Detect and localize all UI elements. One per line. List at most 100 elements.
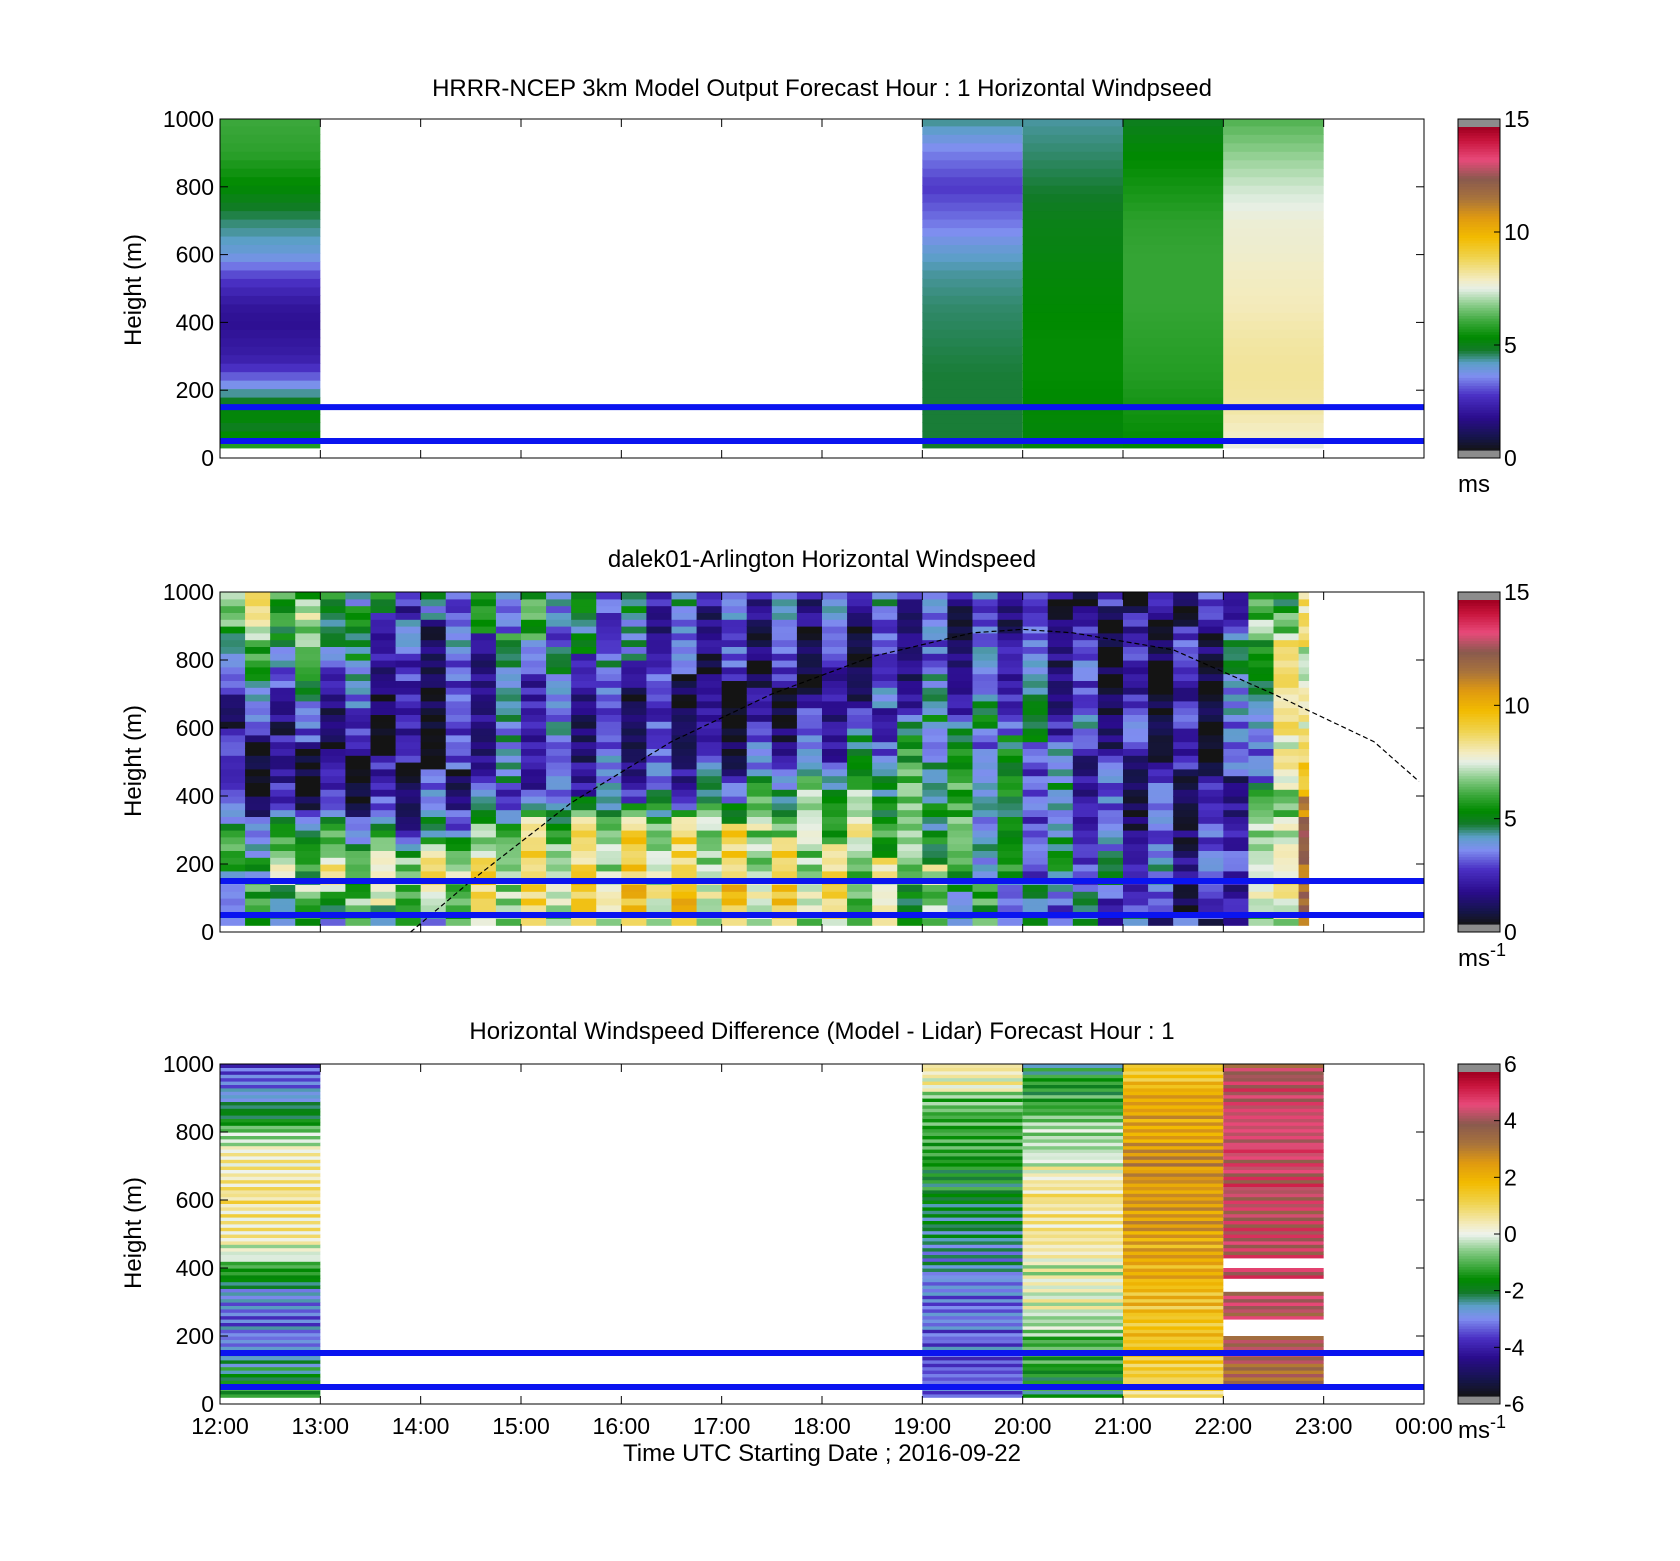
heatmap-cell (1022, 1132, 1123, 1136)
heatmap-cell (771, 857, 798, 865)
colorbar-segment (1458, 1163, 1500, 1168)
heatmap-cell (370, 857, 397, 865)
heatmap-cell (972, 598, 999, 607)
heatmap-cell (922, 1281, 1023, 1286)
heatmap-cell (395, 734, 422, 743)
heatmap-cell (546, 843, 572, 851)
heatmap-cell (1223, 1210, 1324, 1215)
heatmap-cell (1173, 891, 1199, 899)
heatmap-cell (1022, 666, 1049, 675)
heatmap-cell (220, 346, 321, 356)
colorbar-segment (1458, 191, 1500, 195)
heatmap-cell (1072, 741, 1099, 749)
heatmap-cell (721, 639, 748, 647)
colorbar-segment (1458, 1128, 1500, 1132)
heatmap-cell (521, 823, 547, 831)
heatmap-cell (1298, 700, 1310, 709)
heatmap-cell (395, 836, 422, 845)
heatmap-cell (796, 898, 823, 906)
heatmap-cell (972, 680, 999, 688)
heatmap-cell (596, 653, 622, 661)
heatmap-cell (1022, 1336, 1123, 1340)
heatmap-cell (1223, 1064, 1324, 1068)
heatmap-cell (897, 707, 923, 715)
heatmap-cell (872, 816, 898, 824)
heatmap-cell (1173, 768, 1199, 777)
heatmap-cell (1072, 850, 1099, 858)
heatmap-cell (696, 721, 723, 729)
colorbar-segment (1458, 710, 1500, 714)
heatmap-cell (270, 721, 296, 729)
heatmap-cell (395, 605, 422, 613)
heatmap-cell (1123, 1155, 1224, 1160)
heatmap-cell (445, 755, 472, 763)
heatmap-cell (546, 802, 572, 811)
heatmap-cell (1148, 673, 1174, 681)
heatmap-cell (822, 836, 848, 845)
heatmap-cell (220, 1359, 321, 1364)
heatmap-cell (1047, 694, 1074, 702)
heatmap-cell (270, 891, 296, 899)
heatmap-cell (1022, 1196, 1123, 1201)
colorbar-segment (1458, 320, 1500, 325)
heatmap-cell (771, 673, 798, 681)
heatmap-cell (621, 592, 647, 600)
colorbar-segment (1458, 767, 1500, 771)
heatmap-cell (922, 1376, 1023, 1381)
heatmap-cell (1123, 660, 1149, 668)
colorbar-segment (1458, 1312, 1500, 1316)
heatmap-cell (420, 694, 447, 702)
heatmap-cell (445, 619, 472, 627)
heatmap-cell (1298, 707, 1310, 715)
heatmap-cell (721, 714, 748, 722)
heatmap-cell (721, 673, 748, 681)
heatmap-cell (546, 857, 572, 865)
heatmap-cell (1123, 1356, 1224, 1361)
colorbar-segment (1458, 708, 1500, 712)
heatmap-cell (947, 694, 973, 702)
heatmap-cell (922, 1274, 1023, 1279)
heatmap-cell (1173, 904, 1199, 913)
heatmap-cell (1273, 850, 1300, 858)
heatmap-cell (746, 870, 773, 879)
heatmap-cell (822, 870, 848, 879)
heatmap-cell (621, 687, 647, 695)
heatmap-cell (671, 898, 698, 906)
heatmap-cell (1223, 721, 1249, 729)
colorbar-segment (1458, 277, 1500, 282)
heatmap-cell (220, 809, 246, 817)
heatmap-cell (1047, 830, 1074, 838)
colorbar-segment (1458, 1077, 1500, 1081)
heatmap-cell (796, 632, 823, 641)
heatmap-cell (621, 789, 647, 797)
heatmap-cell (1123, 857, 1149, 865)
x-tick-label: 16:00 (593, 1413, 651, 1439)
heatmap-cell (1022, 1152, 1123, 1157)
heatmap-cell (1298, 918, 1310, 926)
heatmap-cell (1223, 1206, 1324, 1211)
colorbar-segment (1458, 826, 1500, 831)
heatmap-cell (1022, 337, 1123, 347)
heatmap-cell (1097, 605, 1124, 613)
heatmap-cell (370, 850, 397, 858)
colorbar-segment (1458, 883, 1500, 887)
heatmap-cell (445, 653, 472, 661)
heatmap-cell (370, 694, 397, 702)
heatmap-cell (1223, 918, 1249, 926)
heatmap-cell (1022, 1268, 1123, 1272)
heatmap-cell (245, 653, 271, 661)
heatmap-cell (220, 1305, 321, 1310)
heatmap-cell (370, 714, 397, 722)
colorbar-segment (1458, 813, 1500, 817)
heatmap-cell (295, 660, 321, 668)
heatmap-cell (1123, 1213, 1224, 1218)
heatmap-cell (1223, 219, 1324, 229)
heatmap-cell (1123, 1217, 1224, 1221)
heatmap-cell (470, 870, 497, 879)
heatmap-cell (420, 660, 447, 668)
heatmap-cell (746, 639, 773, 647)
heatmap-cell (621, 605, 647, 613)
colorbar-segment (1458, 218, 1500, 222)
heatmap-cell (320, 891, 346, 899)
heatmap-cell (1273, 768, 1300, 777)
